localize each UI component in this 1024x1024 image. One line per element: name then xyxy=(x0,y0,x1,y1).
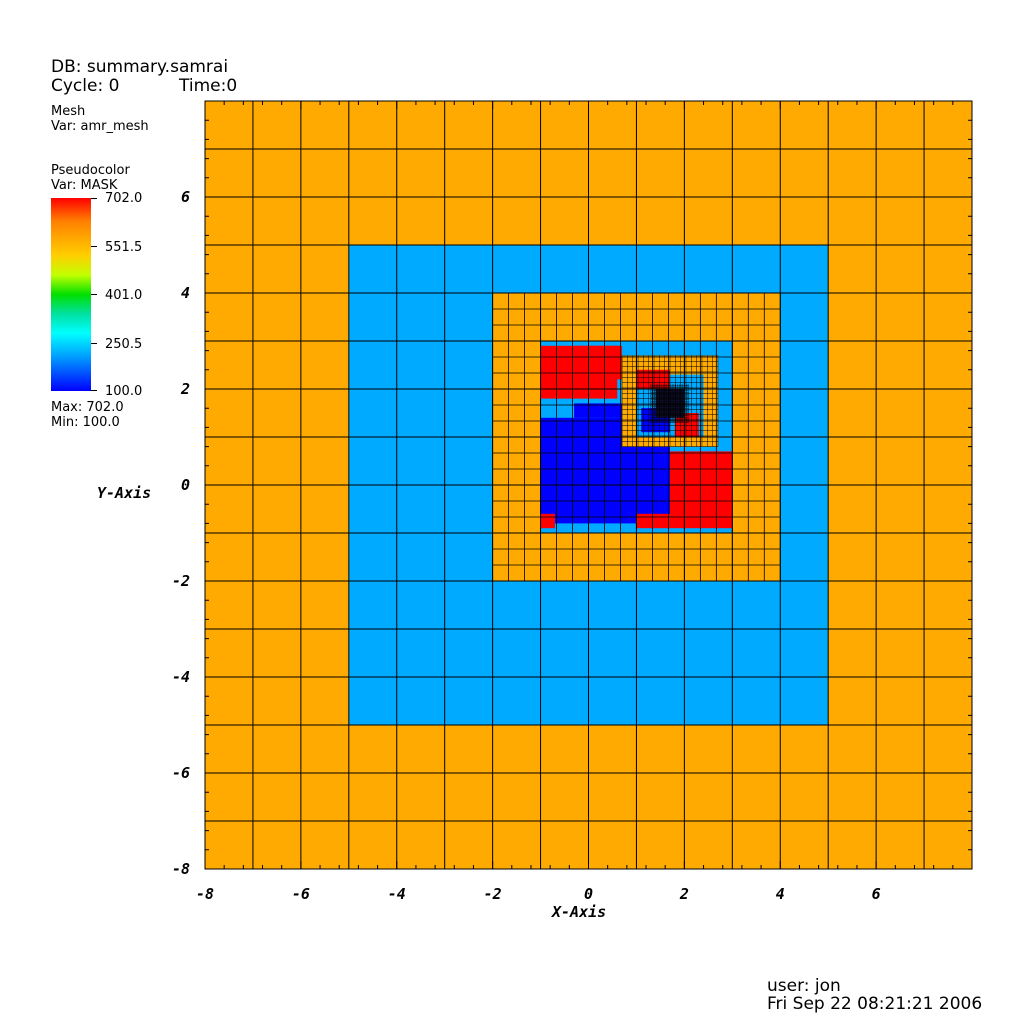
cycle-label: Cycle: 0 xyxy=(51,76,120,96)
time-label: Time:0 xyxy=(179,76,238,96)
y-tick-label: 0 xyxy=(181,476,190,494)
mesh-grid-level-4 xyxy=(621,355,719,447)
mesh-grid-level-5 xyxy=(650,384,690,423)
x-tick-label: 0 xyxy=(584,885,593,903)
y-tick-label: -4 xyxy=(172,668,190,686)
colorbar-tick xyxy=(91,294,97,295)
colorbar-label: 250.5 xyxy=(105,337,143,352)
y-tick-label: 6 xyxy=(181,188,190,206)
mesh-legend-var: Var: amr_mesh xyxy=(51,119,149,134)
mask-region-red xyxy=(636,513,670,529)
min-value: Min: 100.0 xyxy=(51,415,120,430)
y-tick-label: -2 xyxy=(172,572,190,590)
mesh-grid-level-2 xyxy=(492,292,781,582)
mask-region-red xyxy=(540,513,555,529)
x-tick-label: -2 xyxy=(484,885,502,903)
y-tick-label: -6 xyxy=(172,764,190,782)
mesh-legend-title: Mesh xyxy=(51,104,86,119)
colorbar-label-max: 702.0 xyxy=(105,191,143,206)
colorbar-tick xyxy=(91,343,97,344)
y-tick-label: 2 xyxy=(180,380,190,398)
axis-ticks xyxy=(204,100,973,870)
x-tick-label: 2 xyxy=(679,885,689,903)
x-tick-label: -8 xyxy=(196,885,214,903)
colorbar-label: 401.0 xyxy=(105,288,143,303)
pseudocolor-legend-title: Pseudocolor xyxy=(51,163,130,178)
x-tick-label: -6 xyxy=(292,885,310,903)
pseudocolor-legend-var: Var: MASK xyxy=(51,178,118,193)
user-label: user: jon xyxy=(767,976,841,996)
x-axis-title: X-Axis xyxy=(552,903,607,921)
mask-region-blue xyxy=(574,403,623,418)
x-tick-label: 4 xyxy=(776,885,785,903)
mask-region-red xyxy=(574,345,623,380)
colorbar-label: 551.5 xyxy=(105,240,143,255)
date-label: Fri Sep 22 08:21:21 2006 xyxy=(767,994,983,1014)
colorbar-label-min: 100.0 xyxy=(105,384,143,399)
mask-region-red xyxy=(669,451,733,529)
colorbar-tick xyxy=(91,390,97,391)
y-tick-label: 4 xyxy=(181,284,190,302)
colorbar xyxy=(51,198,91,391)
x-tick-label: 6 xyxy=(872,885,881,903)
colorbar-tick xyxy=(91,198,97,199)
x-tick-label: -4 xyxy=(388,885,406,903)
y-tick-label: -8 xyxy=(172,860,190,878)
colorbar-tick xyxy=(91,246,97,247)
y-axis-title: Y-Axis xyxy=(97,484,152,502)
max-value: Max: 702.0 xyxy=(51,400,124,415)
db-label: DB: summary.samrai xyxy=(51,57,229,77)
